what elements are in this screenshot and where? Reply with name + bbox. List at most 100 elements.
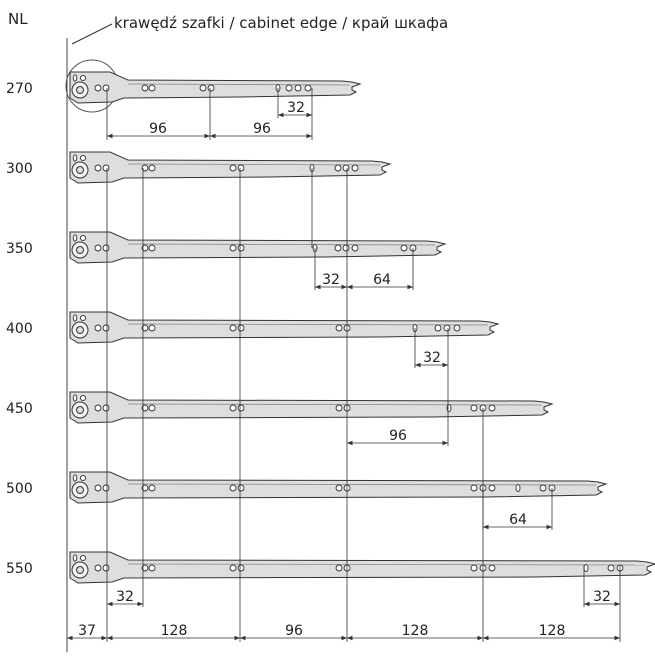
runner-flange-line: [127, 563, 646, 566]
drawer-runner-300: [69, 151, 392, 184]
mounting-hole: [229, 164, 237, 172]
nl-size-label: 270: [6, 81, 33, 97]
nl-label: NL: [8, 10, 28, 28]
dimension-label: 32: [287, 100, 305, 116]
mounting-hole: [229, 324, 237, 332]
nl-size-label: 350: [6, 241, 33, 257]
mounting-hole: [351, 244, 359, 252]
dimension-label: 96: [285, 623, 303, 639]
mounting-hole: [304, 84, 312, 92]
mounting-hole: [94, 324, 102, 332]
nl-size-label: 300: [6, 161, 33, 177]
mounting-hole: [237, 164, 245, 172]
mounting-hole: [141, 164, 149, 172]
mounting-hole: [488, 404, 496, 412]
dimension-label: 37: [78, 623, 96, 639]
dimension-label: 128: [402, 623, 429, 639]
mounting-hole: [79, 234, 87, 242]
drawer-runner-500: [69, 471, 608, 504]
mounting-hole: [102, 564, 110, 572]
mounting-hole: [488, 484, 496, 492]
runner-wheel-hub: [76, 566, 84, 574]
runner-body: [69, 231, 447, 264]
mounting-hole: [229, 564, 237, 572]
mounting-hole: [141, 244, 149, 252]
mounting-hole: [148, 404, 156, 412]
mounting-hole: [237, 404, 245, 412]
dimension-label: 128: [539, 623, 566, 639]
nl-size-label: 550: [6, 561, 33, 577]
mounting-hole: [488, 564, 496, 572]
mounting-hole: [207, 84, 215, 92]
mounting-hole: [72, 474, 78, 482]
mounting-hole: [237, 564, 245, 572]
mounting-hole: [102, 244, 110, 252]
runner-body: [69, 71, 362, 104]
dimension-label: 32: [593, 589, 611, 605]
mounting-hole: [72, 554, 78, 562]
runner-body: [69, 391, 554, 424]
reference-lines: [106, 88, 621, 642]
mounting-hole: [335, 484, 343, 492]
drawer-runner-400: [69, 311, 500, 344]
mounting-hole: [470, 404, 478, 412]
mounting-hole: [237, 484, 245, 492]
dimension-label: 64: [509, 512, 527, 528]
mounting-hole: [237, 244, 245, 252]
mounting-hole: [148, 164, 156, 172]
nl-size-label: 500: [6, 481, 33, 497]
mounting-hole: [102, 324, 110, 332]
runner-flange-line: [127, 243, 436, 246]
dimension-label: 32: [322, 272, 340, 288]
mounting-hole: [229, 404, 237, 412]
nl-size-label: 400: [6, 321, 33, 337]
mounting-hole: [148, 84, 156, 92]
mounting-hole: [79, 474, 87, 482]
mounting-hole: [94, 564, 102, 572]
mounting-hole: [94, 84, 102, 92]
mounting-hole: [351, 164, 359, 172]
mounting-hole: [148, 324, 156, 332]
dimension-lines: [67, 112, 620, 641]
mounting-hole: [434, 324, 442, 332]
mounting-hole: [400, 244, 408, 252]
mounting-hole: [342, 244, 350, 252]
mounting-hole: [335, 404, 343, 412]
mounting-hole: [237, 324, 245, 332]
mounting-hole: [79, 74, 87, 82]
drawer-runner-350: [69, 231, 447, 264]
mounting-hole: [229, 244, 237, 252]
mounting-hole: [229, 484, 237, 492]
mounting-hole: [102, 84, 110, 92]
mounting-hole: [334, 164, 342, 172]
mounting-hole: [79, 154, 87, 162]
mounting-hole: [453, 324, 461, 332]
mounting-hole: [94, 164, 102, 172]
mounting-hole: [94, 404, 102, 412]
runner-wheel-hub: [76, 86, 84, 94]
runner-wheel-hub: [76, 406, 84, 414]
mounting-hole: [141, 564, 149, 572]
drawer-runner-450: [69, 391, 554, 424]
runner-wheel-hub: [76, 486, 84, 494]
mounting-hole: [72, 394, 78, 402]
mounting-hole: [294, 84, 302, 92]
dimension-label: 32: [423, 350, 441, 366]
mounting-hole: [72, 154, 78, 162]
drawer-runner-270: [69, 71, 362, 104]
mounting-hole: [148, 244, 156, 252]
mounting-hole: [94, 484, 102, 492]
mounting-hole: [148, 484, 156, 492]
runner-body: [69, 551, 655, 584]
mounting-hole: [470, 564, 478, 572]
mounting-hole: [72, 314, 78, 322]
mounting-hole: [141, 484, 149, 492]
mounting-hole: [539, 484, 547, 492]
runner-wheel-hub: [76, 166, 84, 174]
mounting-hole: [342, 164, 350, 172]
mounting-hole: [94, 244, 102, 252]
mounting-hole: [79, 314, 87, 322]
mounting-hole: [335, 564, 343, 572]
dimension-label: 96: [149, 121, 167, 137]
